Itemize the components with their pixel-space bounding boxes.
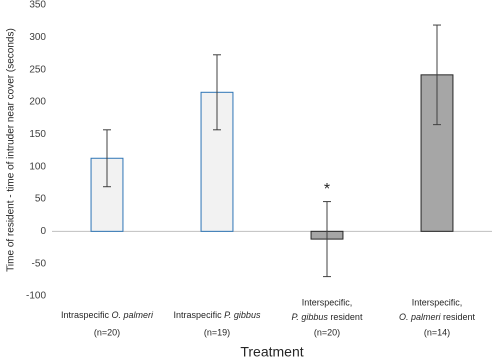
x-tick-label: Interspecific, — [302, 297, 353, 307]
y-tick-label: 300 — [29, 32, 46, 43]
y-axis-title: Time of resident - time of intruder near… — [6, 28, 17, 272]
x-tick-label: (n=14) — [424, 327, 450, 337]
y-tick-label: -100 — [26, 291, 46, 302]
x-tick-label: (n=20) — [314, 327, 340, 337]
y-tick-label: 200 — [29, 97, 46, 108]
y-tick-label: 0 — [40, 226, 46, 237]
error-bar — [213, 54, 221, 131]
x-tick-label: Interspecific, — [412, 297, 463, 307]
x-axis-title: Treatment — [240, 344, 303, 360]
y-tick-label: 50 — [35, 194, 47, 205]
x-tick-label: O. palmeri resident — [399, 312, 476, 322]
error-bar — [433, 24, 441, 126]
y-tick-label: 100 — [29, 161, 46, 172]
y-tick-label: 350 — [29, 0, 46, 11]
x-tick-label: (n=19) — [204, 327, 230, 337]
x-tick-label: Intraspecific O. palmeri — [61, 310, 154, 320]
y-tick-label: 150 — [29, 129, 46, 140]
error-bar — [103, 129, 111, 188]
annotation: * — [324, 181, 330, 198]
x-tick-label: P. gibbus resident — [292, 312, 363, 322]
y-tick-label: 250 — [29, 64, 46, 75]
x-tick-label: (n=20) — [94, 327, 120, 337]
y-tick-label: -50 — [32, 258, 47, 269]
error-bar — [323, 201, 331, 278]
x-tick-label: Intraspecific P. gibbus — [174, 310, 261, 320]
